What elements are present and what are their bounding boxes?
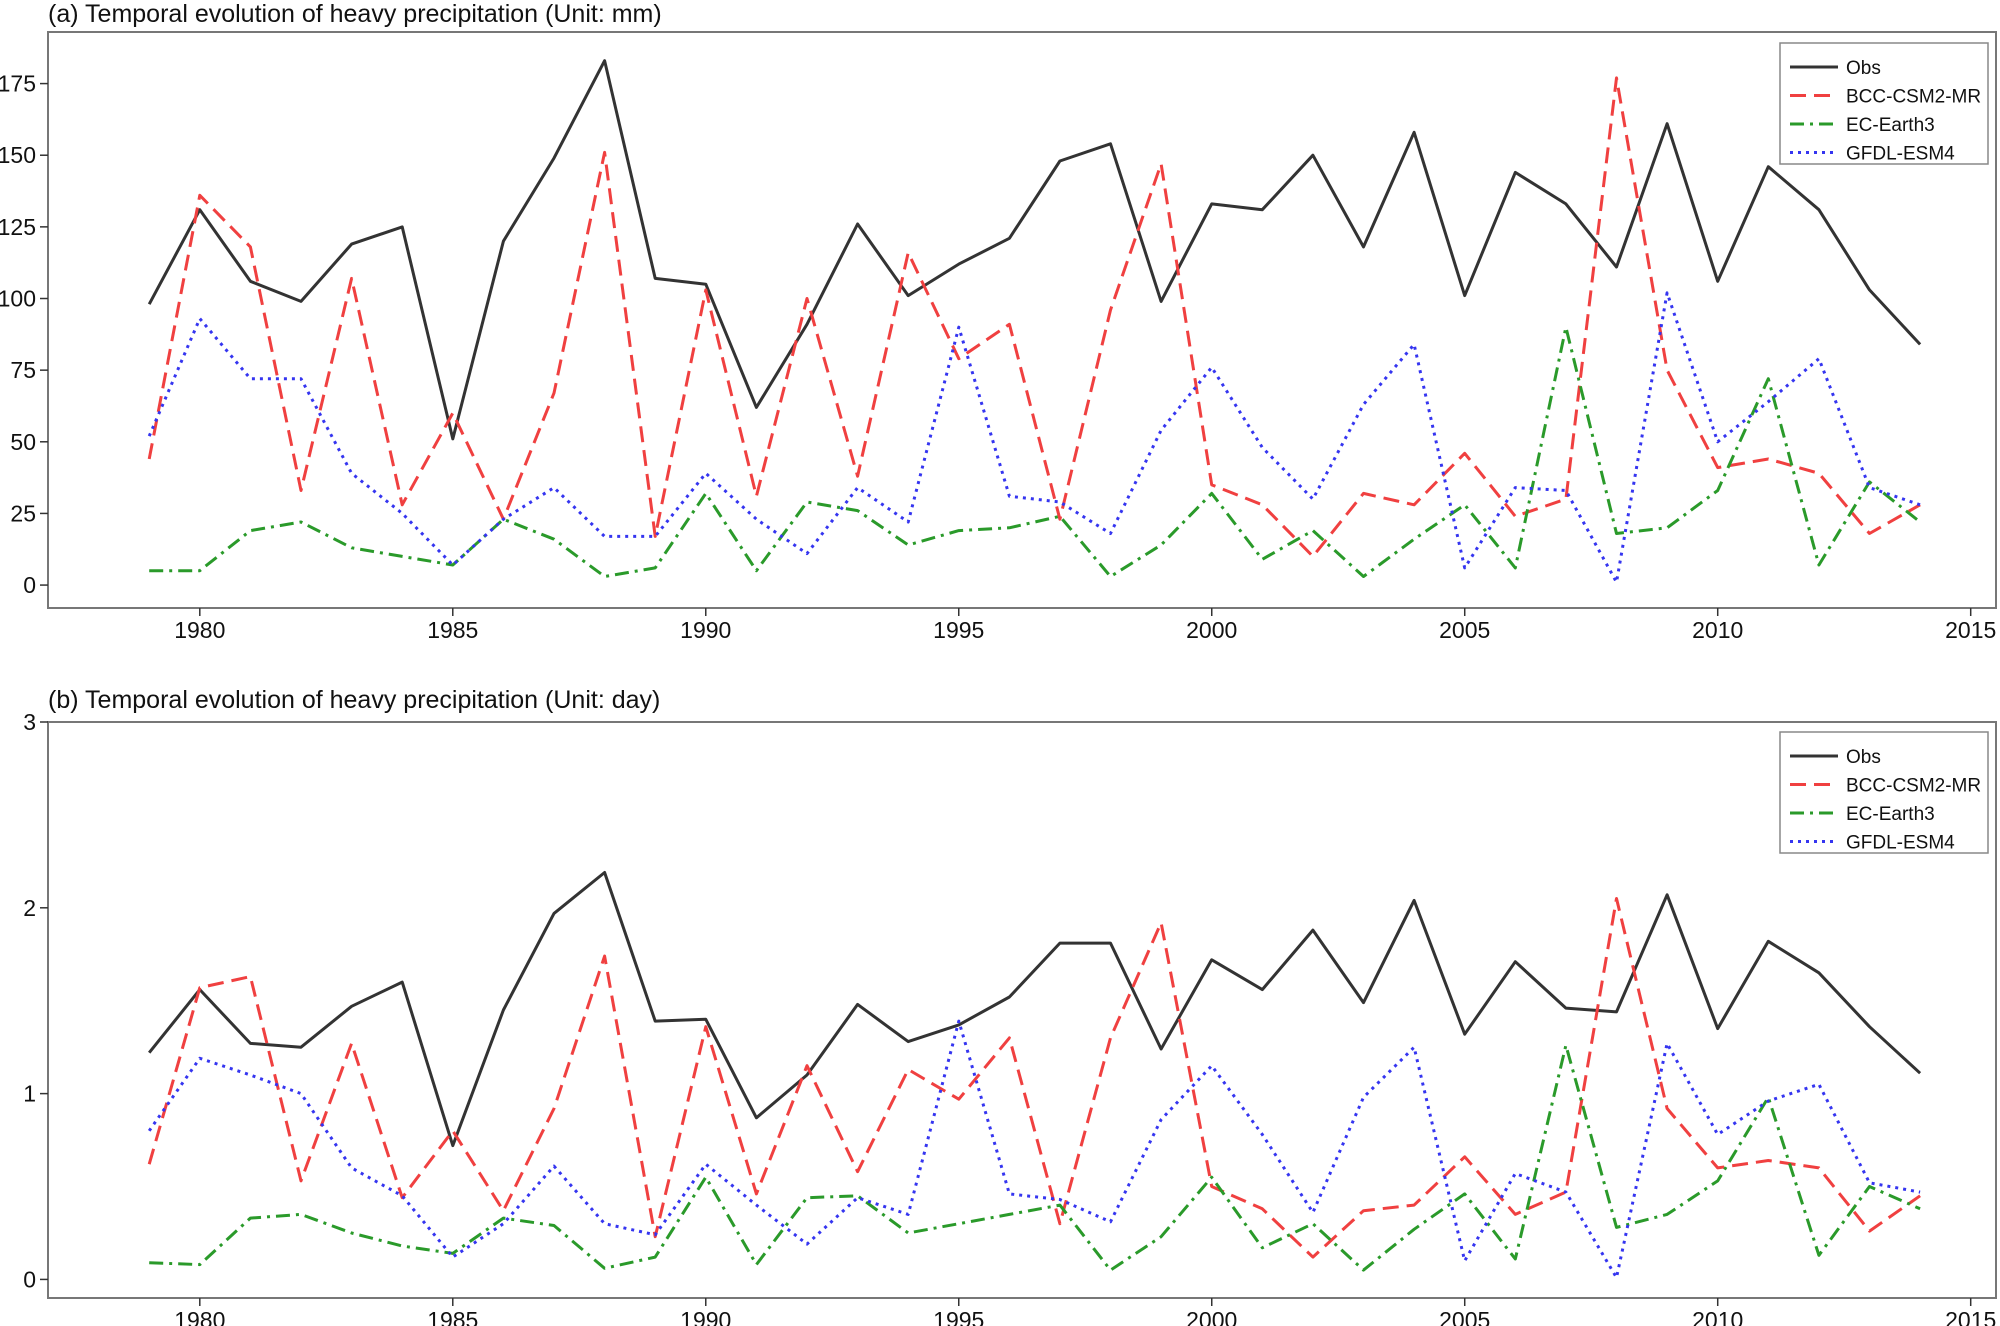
panel-b-legend-label: Obs: [1846, 747, 1881, 768]
panel-b-y-tick-label: 2: [23, 895, 36, 921]
panel-a-series: [147, 59, 1922, 584]
panel-b-series-bcc-csm2-mr: [147, 897, 1921, 1259]
panel-b-legend-label: EC-Earth3: [1846, 804, 1935, 825]
panel-b-series-ec-earth3: [149, 1043, 1921, 1272]
panel-b-x-tick-label: 2000: [1186, 1307, 1237, 1326]
panel-b-x-tick-label: 2015: [1945, 1307, 1996, 1326]
panel-b-title: (b) Temporal evolution of heavy precipit…: [48, 686, 660, 714]
panel-a-x-tick-label: 2015: [1945, 617, 1996, 643]
panel-b-x-axis: 1980 1985 1990 1995 2000 2005 2010 2015: [174, 1298, 1996, 1326]
panel-a-plot-frame: [47, 31, 1997, 609]
panel-b-series-obs: [148, 871, 1922, 1148]
panel-b: (b) Temporal evolution of heavy precipit…: [23, 686, 1997, 1326]
panel-a-x-tick-label: 1980: [174, 617, 225, 643]
panel-a-x-tick-label: 2010: [1692, 617, 1743, 643]
panel-b-legend-label: BCC-CSM2-MR: [1846, 776, 1981, 797]
panel-a-y-tick-label: 175: [0, 71, 36, 97]
panel-b-x-tick-label: 2005: [1439, 1307, 1490, 1326]
panel-a-x-tick-label: 1990: [680, 617, 731, 643]
panel-a-series-bcc-csm2-mr: [147, 76, 1921, 558]
panel-a-x-axis: 1980 1985 1990 1995 2000 2005 2010 2015: [174, 608, 1996, 643]
panel-b-y-tick-label: 1: [23, 1081, 36, 1107]
panel-b-x-tick-label: 2010: [1692, 1307, 1743, 1326]
panel-b-x-tick-label: 1995: [933, 1307, 984, 1326]
panel-b-legend-box: [1779, 731, 1989, 854]
panel-b-y-axis: 0 1 2 3: [23, 709, 48, 1292]
panel-b-series: [147, 871, 1922, 1280]
panel-a-legend-label: BCC-CSM2-MR: [1846, 87, 1981, 108]
panel-b-series-gfdl-esm4: [147, 1019, 1921, 1280]
panel-a-y-tick-label: 25: [10, 500, 36, 526]
panel-a-legend-label: Obs: [1846, 58, 1881, 79]
panel-a-legend: Obs BCC-CSM2-MR EC-Earth3 GFDL-ESM4: [1779, 42, 1989, 165]
panel-a: (a) Temporal evolution of heavy precipit…: [0, 0, 1997, 643]
panel-a-y-tick-label: 125: [0, 214, 36, 240]
panel-a-x-tick-label: 1985: [427, 617, 478, 643]
panel-a-y-tick-label: 75: [10, 357, 36, 383]
panel-a-y-tick-label: 0: [23, 572, 36, 598]
panel-b-x-tick-label: 1980: [174, 1307, 225, 1326]
panel-b-x-tick-label: 1990: [680, 1307, 731, 1326]
panel-b-y-tick-label: 0: [23, 1266, 36, 1292]
panel-a-series-obs: [147, 59, 1922, 441]
panel-a-y-tick-label: 50: [10, 429, 36, 455]
panel-b-y-tick-label: 3: [23, 709, 36, 735]
panel-b-x-tick-label: 1985: [427, 1307, 478, 1326]
panel-a-legend-box: [1779, 42, 1989, 165]
panel-a-x-tick-label: 2005: [1439, 617, 1490, 643]
panel-a-title: (a) Temporal evolution of heavy precipit…: [48, 0, 662, 28]
panel-b-legend-label: GFDL-ESM4: [1846, 833, 1955, 854]
panel-a-x-tick-label: 2000: [1186, 617, 1237, 643]
panel-a-series-gfdl-esm4: [147, 291, 1921, 584]
panel-a-y-axis: 0 25 50 75 100 125 150 175: [0, 71, 48, 598]
panel-b-plot-frame: [47, 721, 1997, 1299]
panel-b-legend: Obs BCC-CSM2-MR EC-Earth3 GFDL-ESM4: [1779, 731, 1989, 854]
panel-a-y-tick-label: 100: [0, 286, 36, 312]
panel-a-x-tick-label: 1995: [933, 617, 984, 643]
panel-a-y-tick-label: 150: [0, 142, 36, 168]
panel-a-legend-label: EC-Earth3: [1846, 115, 1935, 136]
panel-a-legend-label: GFDL-ESM4: [1846, 144, 1955, 165]
